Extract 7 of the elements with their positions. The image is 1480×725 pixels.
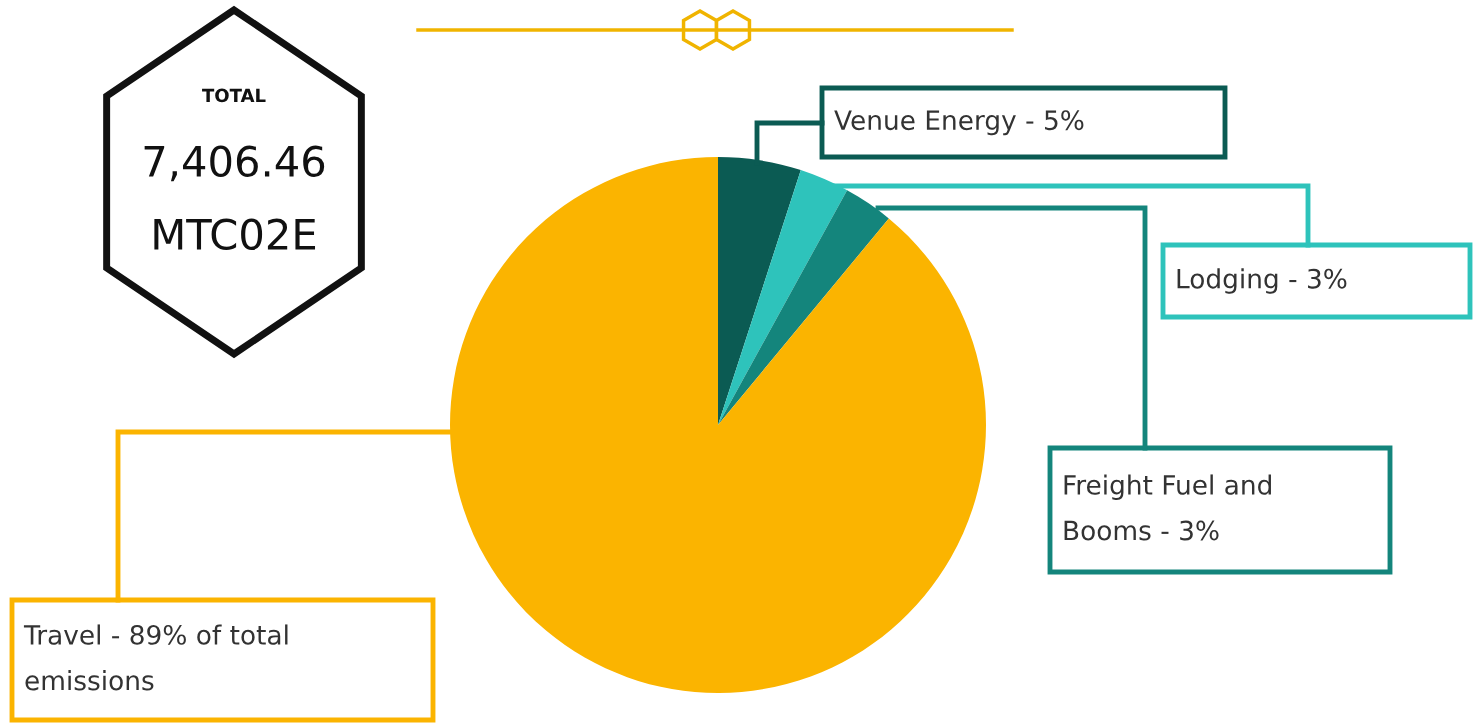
slice-label: Lodging - 3% (1177, 268, 1347, 294)
text: TOTAL (202, 88, 266, 103)
slice-label: Travel - 89% of total emissions (23, 624, 288, 691)
slice-label: Venue Energy - 5% (834, 110, 1084, 136)
text: MTC02E (154, 218, 316, 251)
slice-label: Freight Fuel and Booms - 3% (1064, 474, 1271, 541)
text: 7,406.46 (144, 145, 325, 182)
